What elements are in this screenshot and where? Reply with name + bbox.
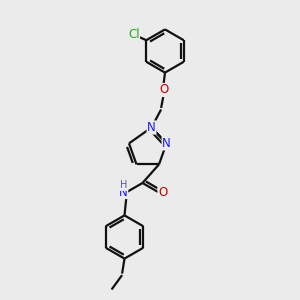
Text: H: H xyxy=(120,180,127,190)
Text: N: N xyxy=(147,121,156,134)
Text: Cl: Cl xyxy=(128,28,140,41)
Text: N: N xyxy=(119,185,128,199)
Text: N: N xyxy=(162,137,171,150)
Text: O: O xyxy=(159,83,168,97)
Text: O: O xyxy=(158,185,167,199)
